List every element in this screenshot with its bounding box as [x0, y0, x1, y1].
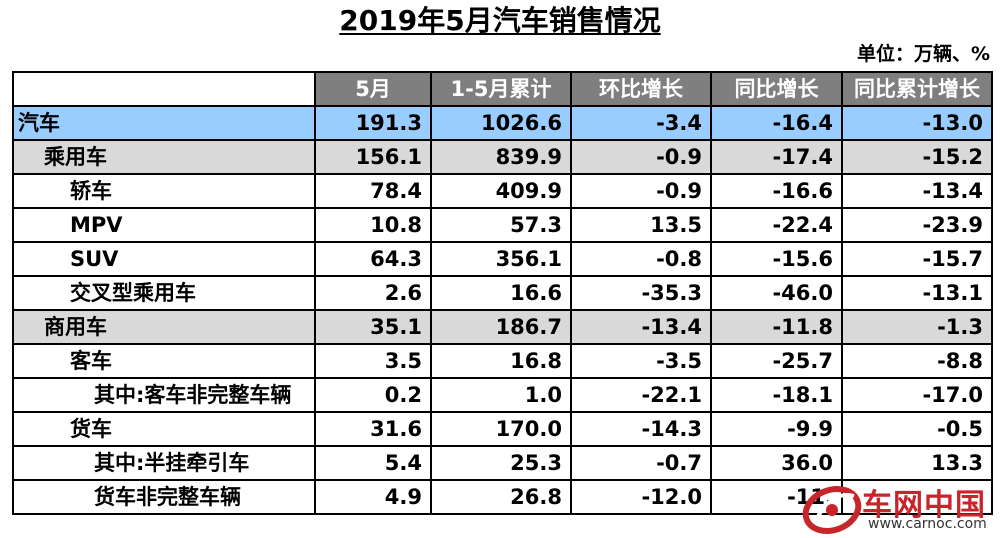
cell-mom: -3.5	[570, 343, 712, 379]
watermark-text: 车网中国	[862, 488, 986, 523]
cell-yoy: 36.0	[710, 445, 843, 481]
cell-mom: -35.3	[570, 275, 712, 311]
cell-cumulative: 1.0	[430, 377, 572, 413]
header-mom-growth: 环比增长	[570, 71, 712, 107]
header-yoy-growth: 同比增长	[710, 71, 843, 107]
cell-month: 0.2	[314, 377, 432, 413]
cell-yoy-cumulative: -23.9	[841, 207, 993, 243]
row-label: 其中:半挂牵引车	[12, 445, 316, 481]
cell-mom: 13.5	[570, 207, 712, 243]
cell-month: 156.1	[314, 139, 432, 175]
row-label: 轿车	[12, 173, 316, 209]
table-row: 客车 3.5 16.8 -3.5 -25.7 -8.8	[12, 343, 993, 379]
cell-yoy-cumulative: 13.3	[841, 445, 993, 481]
table-row: 交叉型乘用车 2.6 16.6 -35.3 -46.0 -13.1	[12, 275, 993, 311]
cell-mom: -0.9	[570, 139, 712, 175]
cell-yoy-cumulative: -15.2	[841, 139, 993, 175]
cell-mom: -13.4	[570, 309, 712, 345]
row-label: 其中:客车非完整车辆	[12, 377, 316, 413]
cell-yoy: -25.7	[710, 343, 843, 379]
cell-month: 191.3	[314, 105, 432, 141]
sales-table: 5月 1-5月累计 环比增长 同比增长 同比累计增长 汽车 191.3 1026…	[12, 71, 993, 515]
unit-label: 单位：万辆、%	[856, 43, 990, 65]
carnoc-logo-icon	[802, 486, 862, 534]
cell-cumulative: 26.8	[430, 479, 572, 515]
cell-cumulative: 25.3	[430, 445, 572, 481]
table-row: 乘用车 156.1 839.9 -0.9 -17.4 -15.2	[12, 139, 993, 175]
cell-cumulative: 57.3	[430, 207, 572, 243]
cell-month: 31.6	[314, 411, 432, 447]
row-label: 客车	[12, 343, 316, 379]
cell-cumulative: 839.9	[430, 139, 572, 175]
cell-month: 2.6	[314, 275, 432, 311]
header-yoy-cumulative-growth: 同比累计增长	[841, 71, 993, 107]
table-row: 其中:半挂牵引车 5.4 25.3 -0.7 36.0 13.3	[12, 445, 993, 481]
header-row: 5月 1-5月累计 环比增长 同比增长 同比累计增长	[12, 71, 993, 107]
cell-month: 35.1	[314, 309, 432, 345]
cell-month: 5.4	[314, 445, 432, 481]
row-label: 货车非完整车辆	[12, 479, 316, 515]
cell-yoy-cumulative: -15.7	[841, 241, 993, 277]
cell-mom: -22.1	[570, 377, 712, 413]
row-label: MPV	[12, 207, 316, 243]
cell-yoy: -18.1	[710, 377, 843, 413]
cell-month: 78.4	[314, 173, 432, 209]
cell-yoy: -16.4	[710, 105, 843, 141]
cell-month: 3.5	[314, 343, 432, 379]
cell-mom: -3.4	[570, 105, 712, 141]
cell-yoy-cumulative: -0.5	[841, 411, 993, 447]
cell-yoy: -17.4	[710, 139, 843, 175]
table-row: 货车 31.6 170.0 -14.3 -9.9 -0.5	[12, 411, 993, 447]
table-row: SUV 64.3 356.1 -0.8 -15.6 -15.7	[12, 241, 993, 277]
header-month: 5月	[314, 71, 432, 107]
cell-mom: -0.9	[570, 173, 712, 209]
table-row: 货车非完整车辆 4.9 26.8 -12.0 -11.	[12, 479, 993, 515]
cell-month: 64.3	[314, 241, 432, 277]
cell-cumulative: 16.8	[430, 343, 572, 379]
table-row: 商用车 35.1 186.7 -13.4 -11.8 -1.3	[12, 309, 993, 345]
page-title: 2019年5月汽车销售情况	[339, 4, 661, 37]
table-row: MPV 10.8 57.3 13.5 -22.4 -23.9	[12, 207, 993, 243]
cell-yoy: -46.0	[710, 275, 843, 311]
cell-yoy: -11.8	[710, 309, 843, 345]
cell-cumulative: 356.1	[430, 241, 572, 277]
cell-cumulative: 16.6	[430, 275, 572, 311]
watermark-url: www.carnoc.com	[868, 516, 987, 532]
cell-cumulative: 186.7	[430, 309, 572, 345]
cell-mom: -0.7	[570, 445, 712, 481]
cell-yoy-cumulative: -13.1	[841, 275, 993, 311]
cell-mom: -0.8	[570, 241, 712, 277]
cell-yoy-cumulative: -17.0	[841, 377, 993, 413]
cell-yoy: -16.6	[710, 173, 843, 209]
header-blank	[12, 71, 316, 107]
row-label: 汽车	[12, 105, 316, 141]
cell-yoy-cumulative: -13.0	[841, 105, 993, 141]
cell-yoy-cumulative: -13.4	[841, 173, 993, 209]
cell-mom: -12.0	[570, 479, 712, 515]
cell-cumulative: 1026.6	[430, 105, 572, 141]
row-label: 商用车	[12, 309, 316, 345]
cell-cumulative: 409.9	[430, 173, 572, 209]
watermark: 车网中国 www.carnoc.com	[802, 478, 992, 536]
cell-yoy: -9.9	[710, 411, 843, 447]
row-label: 交叉型乘用车	[12, 275, 316, 311]
cell-yoy-cumulative: -1.3	[841, 309, 993, 345]
cell-month: 4.9	[314, 479, 432, 515]
table-row: 其中:客车非完整车辆 0.2 1.0 -22.1 -18.1 -17.0	[12, 377, 993, 413]
cell-cumulative: 170.0	[430, 411, 572, 447]
table-row: 轿车 78.4 409.9 -0.9 -16.6 -13.4	[12, 173, 993, 209]
row-label: SUV	[12, 241, 316, 277]
table-row: 汽车 191.3 1026.6 -3.4 -16.4 -13.0	[12, 105, 993, 141]
header-cumulative: 1-5月累计	[430, 71, 572, 107]
cell-month: 10.8	[314, 207, 432, 243]
cell-yoy: -22.4	[710, 207, 843, 243]
cell-mom: -14.3	[570, 411, 712, 447]
row-label: 乘用车	[12, 139, 316, 175]
row-label: 货车	[12, 411, 316, 447]
cell-yoy-cumulative: -8.8	[841, 343, 993, 379]
cell-yoy: -15.6	[710, 241, 843, 277]
